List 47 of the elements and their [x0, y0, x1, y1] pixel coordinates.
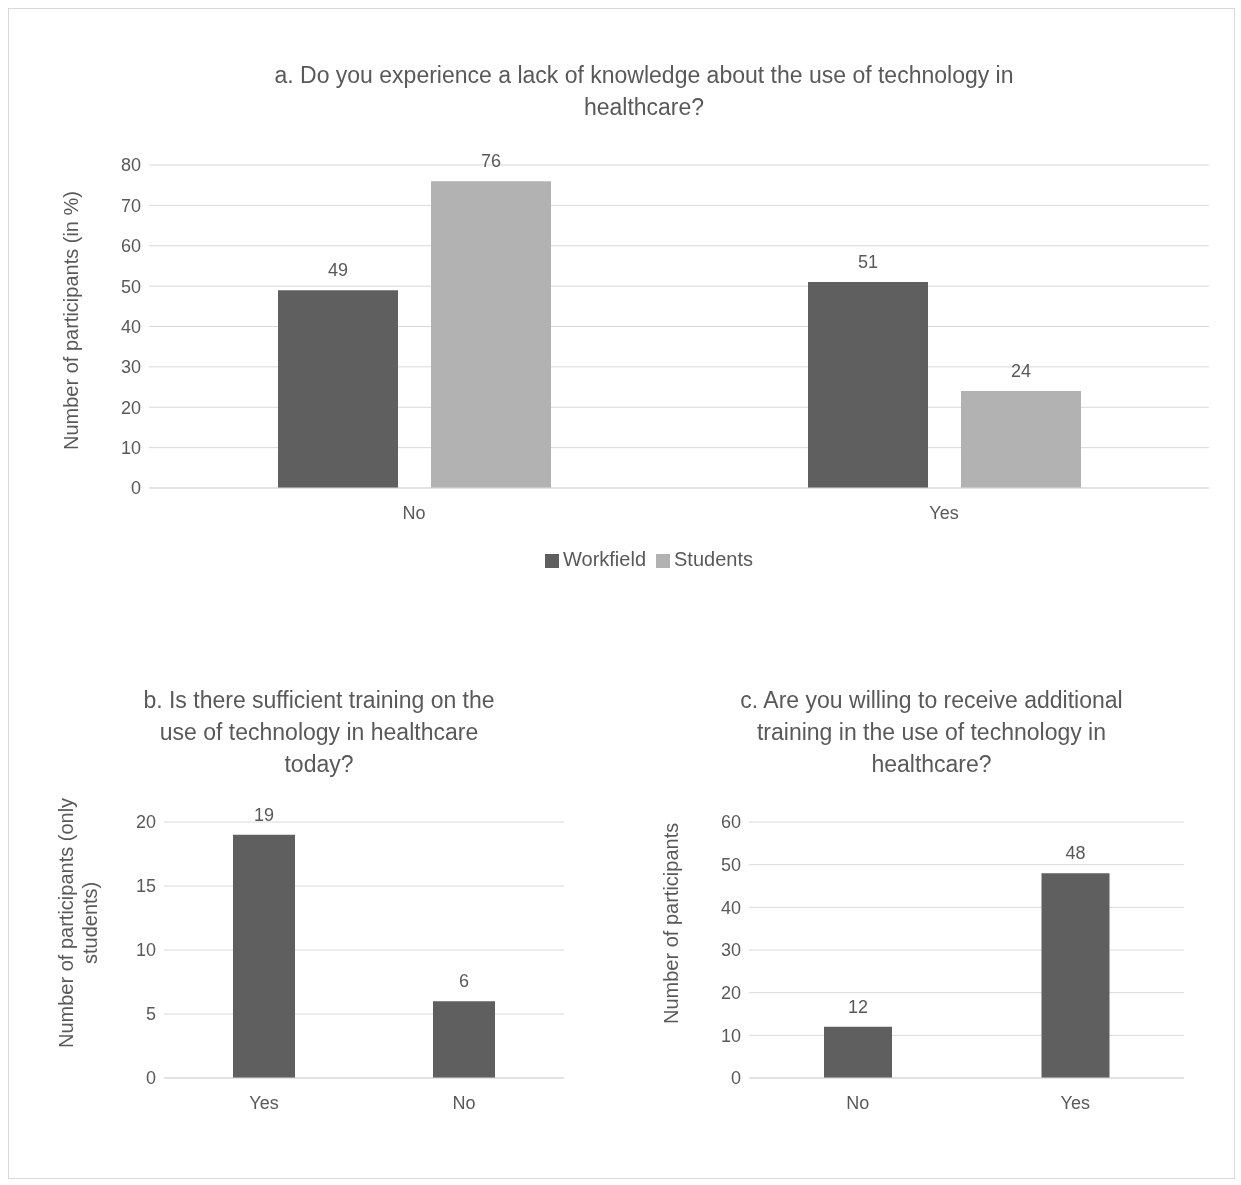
- bar: [431, 181, 551, 488]
- bar: [278, 290, 398, 488]
- x-tick-label: Yes: [249, 1092, 279, 1113]
- chart-title: c. Are you willing to receive additional training in the use of technology in healthcare?: [739, 686, 1124, 779]
- y-tick-label: 20: [120, 397, 141, 418]
- y-tick-label: 0: [130, 478, 141, 499]
- data-label: 51: [857, 252, 879, 273]
- y-tick-label: 10: [720, 1025, 741, 1046]
- y-tick-label: 60: [120, 236, 141, 257]
- y-tick-label: 20: [135, 812, 156, 833]
- y-tick-label: 20: [720, 983, 741, 1004]
- y-tick-label: 80: [120, 155, 141, 176]
- y-tick-label: 70: [120, 195, 141, 216]
- y-axis-title: Number of participants (only students): [54, 796, 102, 1051]
- y-tick-label: 40: [120, 316, 141, 337]
- legend-label: Students: [674, 548, 753, 570]
- y-tick-label: 40: [720, 897, 741, 918]
- y-tick-label: 10: [135, 940, 156, 961]
- y-tick-label: 60: [720, 812, 741, 833]
- y-tick-label: 0: [730, 1068, 741, 1089]
- data-label: 24: [1010, 361, 1032, 382]
- data-label: 19: [253, 804, 275, 825]
- x-tick-label: Yes: [1060, 1092, 1090, 1113]
- chart-title: b. Is there sufficient training on the use of technology in healthcare today?: [142, 686, 496, 779]
- y-axis-title: Number of participants: [659, 821, 683, 1026]
- y-tick-label: 30: [720, 940, 741, 961]
- x-tick-label: Yes: [929, 502, 959, 523]
- x-tick-label: No: [452, 1092, 476, 1113]
- x-tick-label: No: [846, 1092, 870, 1113]
- data-label: 49: [327, 260, 349, 281]
- y-tick-label: 0: [145, 1068, 156, 1089]
- y-tick-label: 10: [120, 438, 141, 459]
- data-label: 12: [847, 996, 869, 1017]
- y-tick-label: 5: [145, 1004, 156, 1025]
- y-tick-label: 50: [120, 276, 141, 297]
- data-label: 6: [458, 971, 470, 992]
- chart-title: a. Do you experience a lack of knowledge about the use of technology in healthcare?: [273, 61, 1015, 122]
- data-label: 48: [1065, 843, 1086, 864]
- y-tick-label: 30: [120, 357, 141, 378]
- legend-label: Workfield: [563, 548, 647, 570]
- y-tick-label: 15: [135, 876, 156, 897]
- y-tick-label: 50: [720, 855, 741, 876]
- bar: [961, 391, 1081, 488]
- data-label: 76: [480, 151, 502, 172]
- y-axis-title: Number of participants (in %): [59, 190, 83, 453]
- x-tick-label: No: [402, 502, 426, 523]
- bar: [808, 282, 928, 488]
